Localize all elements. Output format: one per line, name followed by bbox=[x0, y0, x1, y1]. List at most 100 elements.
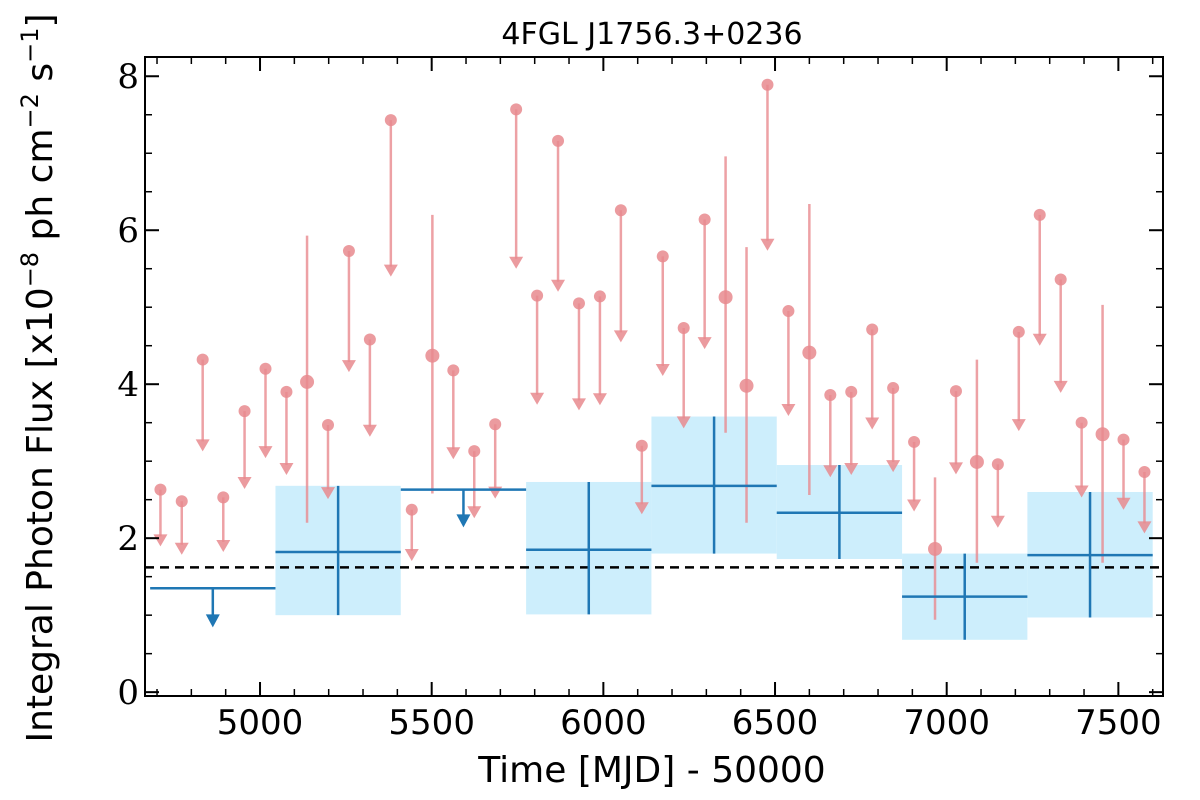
monthly-upper-limit-point-9 bbox=[363, 333, 376, 346]
monthly-detection-point-3 bbox=[739, 378, 754, 393]
monthly-upper-limit-arrow-26 bbox=[781, 403, 796, 416]
x-tick-label: 7000 bbox=[903, 703, 990, 743]
monthly-detection-point-6 bbox=[969, 454, 984, 469]
monthly-upper-limit-arrow-10 bbox=[383, 264, 398, 277]
monthly-upper-limit-arrow-16 bbox=[530, 392, 545, 405]
yearly-upper-limit-arrow-1 bbox=[456, 514, 471, 528]
monthly-upper-limit-arrow-15 bbox=[509, 256, 524, 269]
monthly-upper-limit-arrow-37 bbox=[1074, 485, 1089, 498]
monthly-upper-limit-arrow-0 bbox=[153, 534, 168, 547]
monthly-upper-limit-arrow-36 bbox=[1053, 380, 1068, 393]
monthly-upper-limit-point-33 bbox=[991, 458, 1004, 471]
chart-title: 4FGL J1756.3+0236 bbox=[501, 17, 802, 52]
monthly-upper-limit-point-0 bbox=[154, 483, 167, 496]
x-tick-label: 5500 bbox=[388, 703, 475, 743]
monthly-upper-limit-arrow-5 bbox=[258, 446, 273, 459]
monthly-upper-limit-point-16 bbox=[531, 289, 544, 302]
axis-ticks: 5000 5500 6000 6500 7000 7500 0 2 4 6 8 bbox=[117, 57, 1163, 743]
monthly-upper-limit-arrow-30 bbox=[886, 460, 901, 473]
monthly-upper-limit-point-38 bbox=[1117, 433, 1130, 446]
monthly-upper-limit-arrow-23 bbox=[676, 416, 691, 429]
monthly-upper-limit-point-8 bbox=[342, 245, 355, 258]
monthly-upper-limit-point-10 bbox=[384, 114, 397, 127]
monthly-upper-limit-arrow-8 bbox=[341, 360, 356, 373]
monthly-upper-limit-arrow-11 bbox=[404, 548, 419, 561]
monthly-upper-limit-point-17 bbox=[552, 134, 565, 147]
monthly-upper-limit-point-31 bbox=[908, 435, 921, 448]
monthly-upper-limit-arrow-9 bbox=[362, 424, 377, 437]
x-tick-label: 6000 bbox=[560, 703, 647, 743]
x-tick-label: 7500 bbox=[1075, 703, 1162, 743]
monthly-upper-limit-point-27 bbox=[824, 388, 837, 401]
monthly-upper-limit-arrow-35 bbox=[1032, 333, 1047, 346]
monthly-upper-limit-point-23 bbox=[677, 321, 690, 334]
monthly-upper-limit-arrow-13 bbox=[467, 506, 482, 519]
monthly-upper-limit-point-12 bbox=[447, 364, 460, 377]
monthly-upper-limit-point-39 bbox=[1138, 465, 1151, 478]
monthly-upper-limit-arrow-20 bbox=[613, 330, 628, 343]
monthly-upper-limit-arrow-21 bbox=[634, 502, 649, 515]
monthly-upper-limit-point-18 bbox=[572, 297, 585, 310]
monthly-upper-limit-point-21 bbox=[635, 439, 648, 452]
monthly-upper-limit-arrow-24 bbox=[697, 337, 712, 350]
monthly-upper-limit-arrow-4 bbox=[237, 477, 252, 490]
monthly-upper-limit-arrow-18 bbox=[571, 398, 586, 411]
monthly-upper-limit-arrow-3 bbox=[216, 539, 231, 552]
monthly-upper-limit-point-22 bbox=[656, 250, 669, 263]
monthly-upper-limit-point-24 bbox=[698, 213, 711, 226]
monthly-upper-limit-point-35 bbox=[1033, 208, 1046, 221]
monthly-upper-limit-arrow-6 bbox=[279, 462, 294, 475]
monthly-upper-limit-point-20 bbox=[614, 204, 627, 217]
x-axis-label: Time [MJD] - 50000 bbox=[477, 750, 825, 791]
monthly-upper-limit-point-2 bbox=[196, 353, 209, 366]
monthly-upper-limit-arrow-33 bbox=[990, 515, 1005, 528]
plot-frame bbox=[144, 56, 1164, 697]
monthly-upper-limit-point-5 bbox=[259, 362, 272, 375]
monthly-detection-point-7 bbox=[1095, 427, 1110, 442]
monthly-detection-point-4 bbox=[802, 345, 817, 360]
monthly-upper-limit-arrow-12 bbox=[446, 447, 461, 460]
monthly-upper-limit-arrow-17 bbox=[551, 279, 566, 292]
y-tick-label: 6 bbox=[117, 211, 139, 251]
monthly-upper-limit-point-4 bbox=[238, 405, 251, 418]
monthly-upper-limit-arrow-38 bbox=[1116, 497, 1131, 510]
y-axis-label: Integral Photon Flux [x10−8 ph cm−2 s−1] bbox=[16, 13, 61, 742]
monthly-detection-point-0 bbox=[300, 374, 315, 389]
monthly-upper-limit-point-1 bbox=[175, 495, 188, 508]
monthly-upper-limit-arrow-1 bbox=[174, 542, 189, 555]
monthly-upper-limit-arrow-39 bbox=[1137, 521, 1152, 534]
x-tick-label: 5000 bbox=[217, 703, 304, 743]
monthly-upper-limit-point-19 bbox=[593, 290, 606, 303]
monthly-upper-limit-point-3 bbox=[217, 491, 230, 504]
monthly-upper-limit-arrow-29 bbox=[865, 417, 880, 430]
monthly-detection-point-5 bbox=[928, 541, 943, 556]
monthly-upper-limit-point-34 bbox=[1012, 325, 1025, 338]
monthly-upper-limit-arrow-32 bbox=[948, 462, 963, 475]
y-tick-label: 0 bbox=[117, 673, 139, 713]
monthly-upper-limit-point-15 bbox=[510, 103, 523, 116]
plot-area bbox=[145, 78, 1163, 640]
y-tick-label: 2 bbox=[117, 519, 139, 559]
monthly-upper-limit-point-30 bbox=[887, 382, 900, 395]
monthly-upper-limit-point-29 bbox=[866, 323, 879, 336]
monthly-upper-limit-point-28 bbox=[845, 385, 858, 398]
monthly-detection-point-1 bbox=[425, 348, 440, 363]
monthly-upper-limit-arrow-7 bbox=[320, 487, 335, 500]
monthly-upper-limit-arrow-2 bbox=[195, 439, 210, 452]
monthly-upper-limit-point-32 bbox=[949, 385, 962, 398]
monthly-upper-limit-point-14 bbox=[489, 418, 502, 431]
monthly-upper-limit-arrow-28 bbox=[844, 462, 859, 475]
monthly-detection-point-2 bbox=[718, 290, 733, 305]
monthly-upper-limit-point-26 bbox=[782, 305, 795, 318]
monthly-upper-limit-arrow-14 bbox=[488, 486, 503, 499]
monthly-upper-limit-arrow-34 bbox=[1011, 419, 1026, 432]
yearly-upper-limit-arrow-0 bbox=[205, 614, 220, 628]
monthly-upper-limit-arrow-19 bbox=[592, 393, 607, 406]
y-tick-label: 4 bbox=[117, 365, 139, 405]
monthly-upper-limit-point-36 bbox=[1054, 273, 1067, 286]
monthly-upper-limit-point-37 bbox=[1075, 416, 1088, 429]
y-tick-label: 8 bbox=[117, 57, 139, 97]
monthly-upper-limit-arrow-27 bbox=[823, 465, 838, 478]
monthly-upper-limit-point-6 bbox=[280, 385, 293, 398]
